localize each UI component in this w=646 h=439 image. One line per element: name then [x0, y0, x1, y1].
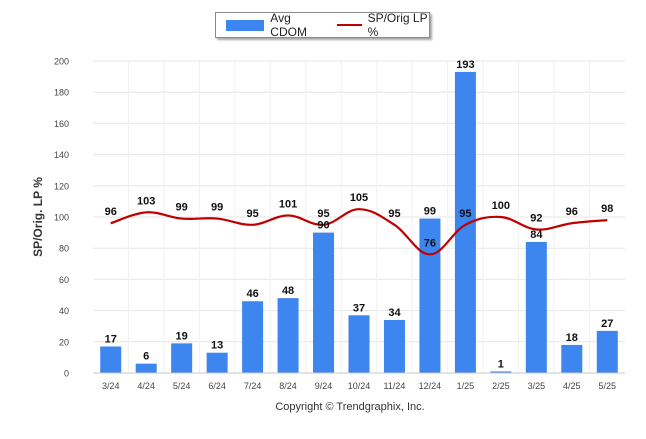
bar[interactable] [383, 319, 405, 373]
legend-item-bar[interactable]: Avg CDOM [226, 11, 321, 39]
line-layer [110, 208, 608, 256]
x-tick-label: 9/24 [315, 381, 333, 391]
bar-value-label: 6 [143, 351, 149, 363]
bar-value-label: 37 [353, 302, 365, 314]
bar[interactable] [490, 371, 512, 373]
bar-value-label: 27 [601, 318, 613, 330]
bar[interactable] [525, 241, 547, 373]
bar[interactable] [348, 315, 370, 373]
x-tick-label: 2/25 [492, 381, 510, 391]
line-value-label: 76 [424, 237, 436, 249]
bar-value-label: 17 [105, 333, 117, 345]
bar-layer [100, 71, 618, 374]
bar[interactable] [206, 352, 228, 373]
bar[interactable] [100, 346, 122, 373]
bar-value-label: 34 [388, 307, 401, 319]
x-tick-label: 10/24 [348, 381, 371, 391]
x-tick-label: 4/25 [563, 381, 581, 391]
bar[interactable] [277, 298, 299, 373]
bar[interactable] [313, 232, 335, 373]
y-tick-label: 80 [59, 244, 69, 254]
legend-line-swatch [336, 24, 362, 26]
line-value-label: 95 [246, 208, 258, 220]
x-tick-label: 12/24 [419, 381, 442, 391]
line-value-label: 92 [530, 212, 542, 224]
bar-value-label: 13 [211, 340, 223, 352]
bar-value-label: 19 [176, 330, 188, 342]
x-tick-label: 8/24 [279, 381, 297, 391]
label-layer: 17 6 19 13 46 48 90 37 34 99 193 1 84 18 27 96 103 99 99 95… [105, 59, 614, 371]
line-value-label: 98 [601, 203, 613, 215]
bar[interactable] [596, 330, 618, 373]
bar[interactable] [242, 301, 264, 373]
x-tick-label: 11/24 [384, 381, 406, 391]
bar[interactable] [135, 363, 157, 373]
y-axis-title: SP/Orig. LP % [31, 177, 45, 257]
y-tick-label: 180 [54, 88, 69, 98]
y-tick-label: 140 [54, 150, 69, 160]
y-tick-label: 0 [64, 369, 69, 379]
legend-item-line[interactable]: SP/Orig LP % [336, 11, 429, 39]
bar-value-label: 193 [456, 59, 474, 71]
x-tick-label: 3/25 [528, 381, 546, 391]
legend-bar-swatch [226, 19, 265, 31]
bar-value-label: 84 [530, 229, 543, 241]
x-tick-label: 7/24 [244, 381, 262, 391]
line-series-path[interactable] [110, 208, 608, 256]
x-tick-label: 5/25 [599, 381, 617, 391]
line-value-label: 99 [211, 202, 223, 214]
y-tick-label: 120 [54, 181, 69, 191]
y-tick-label: 40 [59, 306, 69, 316]
line-value-label: 101 [279, 198, 297, 210]
bar-value-label: 99 [424, 206, 436, 218]
line-value-label: 95 [459, 208, 471, 220]
bar[interactable] [419, 218, 441, 373]
bar[interactable] [171, 343, 193, 373]
bar[interactable] [454, 71, 476, 374]
line-value-label: 100 [492, 200, 510, 212]
x-tick-label: 4/24 [137, 381, 155, 391]
line-value-label: 96 [566, 206, 578, 218]
legend-bar-label: Avg CDOM [270, 11, 307, 39]
copyright-text: Copyright © Trendgraphix, Inc. [275, 401, 425, 413]
bar-value-label: 48 [282, 285, 294, 297]
line-value-label: 95 [317, 208, 329, 220]
legend[interactable]: Avg CDOM SP/Orig LP % [215, 11, 430, 39]
y-tick-label: 160 [54, 119, 69, 129]
x-tick-label: 5/24 [173, 381, 191, 391]
bar-value-label: 1 [498, 358, 504, 370]
y-tick-label: 20 [59, 337, 69, 347]
y-tick-label: 200 [54, 57, 69, 67]
bar-value-label: 18 [566, 332, 578, 344]
legend-line-label: SP/Orig LP % [367, 11, 428, 39]
x-tick-label: 3/24 [102, 381, 120, 391]
bar-value-label: 46 [246, 288, 258, 300]
axis-layer: 0 20 40 60 80 100 120 140 160 180 200 3/24 4/24 5/24 6… [31, 57, 625, 391]
x-tick-label: 6/24 [208, 381, 226, 391]
line-value-label: 103 [137, 195, 155, 207]
line-value-label: 96 [105, 206, 117, 218]
bar[interactable] [561, 344, 583, 373]
line-value-label: 105 [350, 192, 368, 204]
bar-value-label: 90 [317, 220, 329, 232]
y-tick-label: 100 [54, 213, 69, 223]
line-value-label: 99 [176, 202, 188, 214]
y-tick-label: 60 [59, 275, 69, 285]
line-value-label: 95 [388, 208, 400, 220]
x-tick-label: 1/25 [457, 381, 475, 391]
